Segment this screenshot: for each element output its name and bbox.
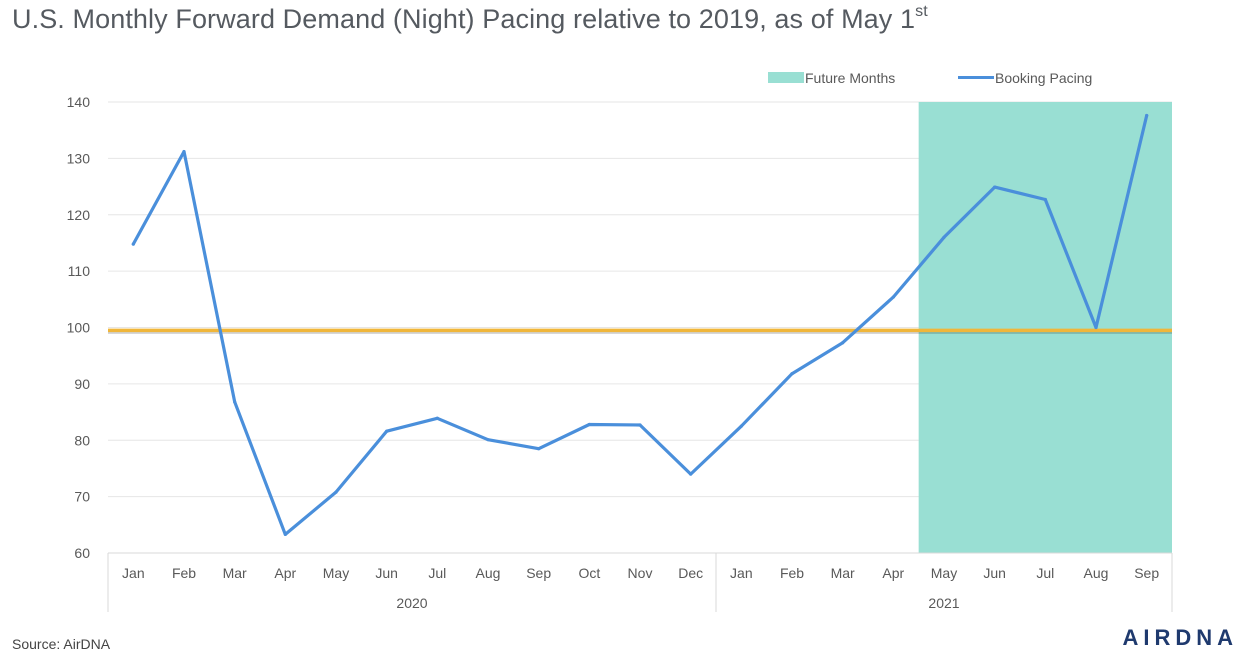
y-tick-label-80: 80 bbox=[74, 432, 90, 448]
data-point-0-2 bbox=[233, 400, 237, 404]
data-point-0-12 bbox=[739, 424, 743, 428]
x-tick-label-4: May bbox=[323, 565, 349, 581]
chart-title-superscript: st bbox=[915, 3, 928, 20]
data-point-0-17 bbox=[993, 185, 997, 189]
data-point-0-14 bbox=[841, 341, 845, 345]
future-band-rect bbox=[918, 102, 1172, 553]
data-point-0-8 bbox=[537, 447, 541, 451]
data-point-0-7 bbox=[486, 438, 490, 442]
x-tick-label-1: Feb bbox=[172, 565, 196, 581]
x-tick-label-20: Sep bbox=[1134, 565, 1159, 581]
x-tick-label-7: Aug bbox=[476, 565, 501, 581]
chart-title: U.S. Monthly Forward Demand (Night) Paci… bbox=[12, 3, 928, 35]
future-months-band bbox=[918, 102, 1172, 553]
x-tick-label-15: Apr bbox=[882, 565, 904, 581]
baseline bbox=[108, 328, 1172, 334]
chart-title-text: U.S. Monthly Forward Demand (Night) Paci… bbox=[12, 4, 916, 34]
data-point-0-16 bbox=[942, 235, 946, 239]
data-point-0-10 bbox=[638, 423, 642, 427]
source-note: Source: AirDNA bbox=[12, 636, 111, 652]
data-point-0-6 bbox=[435, 416, 439, 420]
x-tick-label-13: Feb bbox=[780, 565, 804, 581]
x-tick-label-12: Jan bbox=[730, 565, 753, 581]
x-axis: Jan Feb Mar Apr May Jun Jul Aug Sep Oct Nov Dec Jan F… bbox=[107, 552, 1173, 612]
booking-pacing-series bbox=[131, 113, 1149, 537]
airdna-logo: AIRDNA bbox=[1122, 625, 1238, 650]
y-tick-label-140: 140 bbox=[67, 94, 91, 110]
y-tick-label-100: 100 bbox=[67, 320, 91, 336]
year-label-2021: 2021 bbox=[928, 595, 959, 611]
x-tick-label-18: Jul bbox=[1036, 565, 1054, 581]
x-tick-label-2: Mar bbox=[223, 565, 247, 581]
x-tick-label-14: Mar bbox=[831, 565, 855, 581]
legend-label-0: Future Months bbox=[805, 70, 895, 86]
data-point-0-20 bbox=[1145, 113, 1149, 118]
x-tick-label-10: Nov bbox=[628, 565, 653, 581]
data-point-0-13 bbox=[790, 372, 794, 376]
x-tick-label-5: Jun bbox=[375, 565, 398, 581]
x-tick-label-6: Jul bbox=[428, 565, 446, 581]
y-tick-label-60: 60 bbox=[74, 545, 90, 561]
y-tick-label-110: 110 bbox=[68, 263, 91, 279]
data-point-0-4 bbox=[334, 490, 338, 494]
data-point-0-11 bbox=[689, 472, 693, 476]
x-tick-label-16: May bbox=[931, 565, 957, 581]
x-tick-label-11: Dec bbox=[678, 565, 703, 581]
y-tick-label-120: 120 bbox=[67, 207, 91, 223]
data-point-0-15 bbox=[891, 295, 895, 299]
x-tick-label-9: Oct bbox=[578, 565, 600, 581]
y-tick-label-70: 70 bbox=[74, 489, 90, 505]
x-tick-label-17: Jun bbox=[983, 565, 1006, 581]
y-tick-label-90: 90 bbox=[74, 376, 90, 392]
y-axis: 60 70 80 90 100 110 120 130 140 bbox=[67, 94, 91, 561]
data-point-0-19 bbox=[1094, 325, 1098, 330]
x-tick-label-19: Aug bbox=[1084, 565, 1109, 581]
legend: Future Months Booking Pacing bbox=[768, 70, 1092, 86]
data-point-0-1 bbox=[182, 150, 186, 154]
x-tick-label-0: Jan bbox=[122, 565, 145, 581]
legend-swatch-future-months bbox=[768, 72, 804, 83]
data-point-0-5 bbox=[385, 429, 389, 433]
data-point-0-3 bbox=[283, 532, 287, 536]
year-label-2020: 2020 bbox=[396, 595, 427, 611]
legend-label-1: Booking Pacing bbox=[995, 70, 1092, 86]
data-point-0-18 bbox=[1043, 197, 1047, 202]
x-tick-label-8: Sep bbox=[526, 565, 551, 581]
y-tick-label-130: 130 bbox=[67, 150, 91, 166]
data-point-0-9 bbox=[587, 422, 591, 427]
data-point-0-0 bbox=[131, 242, 135, 246]
x-tick-label-3: Apr bbox=[274, 565, 296, 581]
